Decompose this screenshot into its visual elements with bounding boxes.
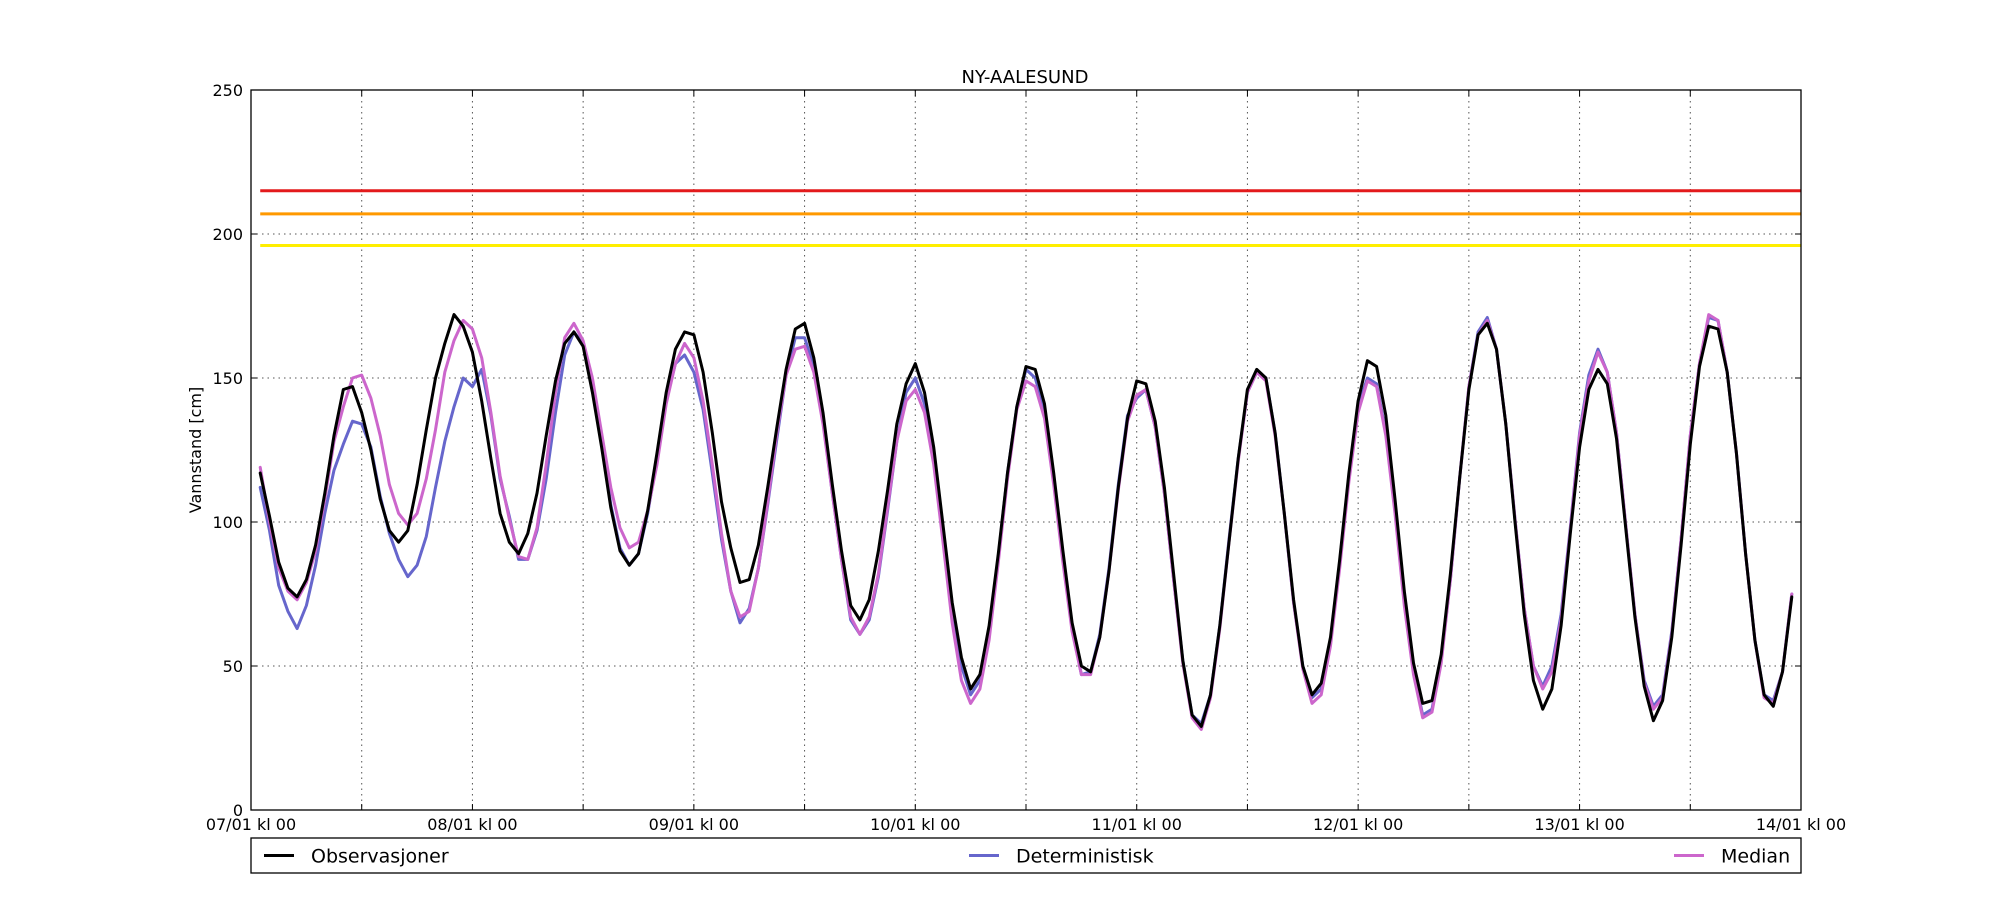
y-tick-label: 200 [212, 225, 243, 244]
y-tick-label: 250 [212, 81, 243, 100]
x-tick-label: 13/01 kl 00 [1534, 815, 1624, 834]
x-tick-label: 10/01 kl 00 [870, 815, 960, 834]
x-axis-ticks: 07/01 kl 00 08/01 kl 00 09/01 kl 00 10/01 k… [206, 90, 1846, 834]
legend-label-median: Median [1721, 846, 1790, 868]
series-line-median [258, 313, 1794, 731]
legend-label-observasjoner: Observasjoner [311, 846, 449, 868]
series-lines [258, 313, 1794, 731]
legend: Observasjoner Deterministisk Median [250, 837, 1802, 874]
x-tick-label: 09/01 kl 00 [649, 815, 739, 834]
chart-title: NY-AALESUND [962, 67, 1089, 88]
legend-frame [250, 837, 1802, 874]
x-tick-label: 07/01 kl 00 [206, 815, 296, 834]
series-line-observasjoner [258, 313, 1794, 728]
y-tick-label: 150 [212, 369, 243, 388]
y-tick-label: 0 [233, 801, 243, 820]
x-tick-label: 11/01 kl 00 [1092, 815, 1182, 834]
grid-lines [251, 90, 1801, 810]
threshold-lines [260, 189, 1801, 248]
x-tick-label: 08/01 kl 00 [427, 815, 517, 834]
y-tick-label: 100 [212, 513, 243, 532]
y-tick-label: 50 [223, 657, 243, 676]
x-tick-label: 12/01 kl 00 [1313, 815, 1403, 834]
y-axis-label: Vannstand [cm] [186, 387, 205, 513]
y-axis-ticks: 0 50 100 150 200 250 [212, 81, 1801, 820]
legend-label-deterministisk: Deterministisk [1016, 846, 1154, 868]
x-tick-label: 14/01 kl 00 [1756, 815, 1846, 834]
